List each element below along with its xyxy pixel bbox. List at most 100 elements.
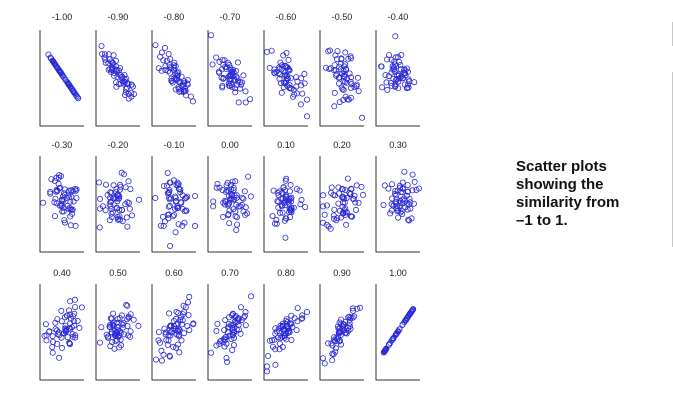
- scatter-point: [399, 185, 406, 192]
- scatter-point: [344, 325, 351, 332]
- scatter-point: [135, 322, 142, 329]
- scatter-point: [392, 33, 399, 40]
- scatter-point: [73, 195, 80, 202]
- scatter-point: [335, 333, 342, 340]
- scatter-point: [164, 211, 171, 218]
- scatter-point: [184, 299, 191, 306]
- scatter-point: [113, 63, 120, 70]
- scatter-point: [408, 215, 415, 222]
- scatter-panel: -0.30: [39, 140, 84, 253]
- scatter-point: [294, 305, 301, 312]
- scatter-point: [166, 352, 173, 359]
- scatter-point: [105, 333, 112, 340]
- scatter-point: [52, 213, 59, 220]
- scatter-point: [341, 72, 348, 79]
- panel-label: 0.70: [221, 268, 239, 278]
- scatter-point: [333, 72, 340, 79]
- scatter-point: [180, 330, 187, 337]
- scatter-point: [342, 49, 349, 56]
- scatter-point: [152, 42, 159, 49]
- scatter-point: [72, 222, 79, 229]
- scatter-point: [178, 199, 185, 206]
- scatter-point: [47, 190, 54, 197]
- scatter-point: [66, 325, 73, 332]
- scatter-point: [325, 48, 332, 55]
- scatter-point: [344, 175, 351, 182]
- scatter-point: [166, 202, 173, 209]
- scatter-point: [378, 63, 385, 70]
- scatter-point: [58, 318, 65, 325]
- scatter-point: [331, 215, 338, 222]
- scatter-point: [64, 312, 71, 319]
- scatter-point: [61, 219, 68, 226]
- scatter-point: [55, 180, 62, 187]
- scatter-point: [114, 73, 121, 80]
- panel-label: 0.10: [277, 140, 295, 150]
- scatter-point: [175, 180, 182, 187]
- scatter-point: [123, 301, 130, 308]
- scatter-point: [291, 91, 298, 98]
- scatter-point: [72, 304, 79, 311]
- scatter-point: [73, 93, 80, 100]
- scatter-point: [176, 186, 183, 193]
- scatter-point: [226, 75, 233, 82]
- scatter-point: [235, 315, 242, 322]
- scatter-point: [288, 320, 295, 327]
- scatter-point: [263, 368, 270, 375]
- scatter-point: [130, 316, 137, 323]
- scatter-point: [225, 320, 232, 327]
- scatter-point: [296, 187, 303, 194]
- scatter-point: [161, 44, 168, 51]
- panel-label: -0.50: [332, 12, 353, 22]
- scatter-point: [336, 190, 343, 197]
- scatter-point: [337, 331, 344, 338]
- scatter-point: [396, 75, 403, 82]
- scatter-point: [214, 320, 221, 327]
- scatter-point: [287, 208, 294, 215]
- scatter-point: [342, 186, 349, 193]
- scatter-point: [167, 322, 174, 329]
- scatter-point: [170, 65, 177, 72]
- panel-axes: [375, 156, 420, 253]
- scatter-point: [216, 340, 223, 347]
- scatter-point: [269, 212, 276, 219]
- scatter-point: [337, 341, 344, 348]
- scatter-point: [298, 196, 305, 203]
- scatter-point: [230, 341, 237, 348]
- scatter-point: [345, 327, 352, 334]
- caption-line-1: Scatter plots: [516, 158, 607, 175]
- panel-axes: [207, 284, 252, 381]
- panel-label: -0.90: [108, 12, 129, 22]
- scatter-point: [54, 340, 61, 347]
- scatter-point: [330, 351, 337, 358]
- scatter-point: [96, 224, 103, 231]
- scatter-point: [70, 198, 77, 205]
- scatter-point: [385, 185, 392, 192]
- scatter-point: [165, 203, 172, 210]
- scatter-point: [222, 188, 229, 195]
- scatter-point: [113, 204, 120, 211]
- scatter-point: [389, 336, 396, 343]
- scatter-point: [225, 314, 232, 321]
- scatter-point: [271, 66, 278, 73]
- scatter-point: [108, 213, 115, 220]
- scatter-point: [68, 193, 75, 200]
- panel-axes: [95, 30, 140, 127]
- scatter-point: [276, 188, 283, 195]
- scatter-point: [288, 198, 295, 205]
- scatter-point: [347, 78, 354, 85]
- panel-axes: [151, 284, 196, 381]
- scatter-point: [330, 191, 337, 198]
- scatter-point: [122, 85, 129, 92]
- scatter-point: [70, 88, 77, 95]
- scatter-point: [232, 319, 239, 326]
- scatter-point: [186, 293, 193, 300]
- scatter-point: [179, 317, 186, 324]
- scatter-point: [172, 86, 179, 93]
- scatter-point: [125, 178, 132, 185]
- scatter-point: [184, 322, 191, 329]
- scatter-point: [104, 191, 111, 198]
- scatter-point: [71, 310, 78, 317]
- scatter-point: [164, 341, 171, 348]
- panel-label: 0.00: [221, 140, 239, 150]
